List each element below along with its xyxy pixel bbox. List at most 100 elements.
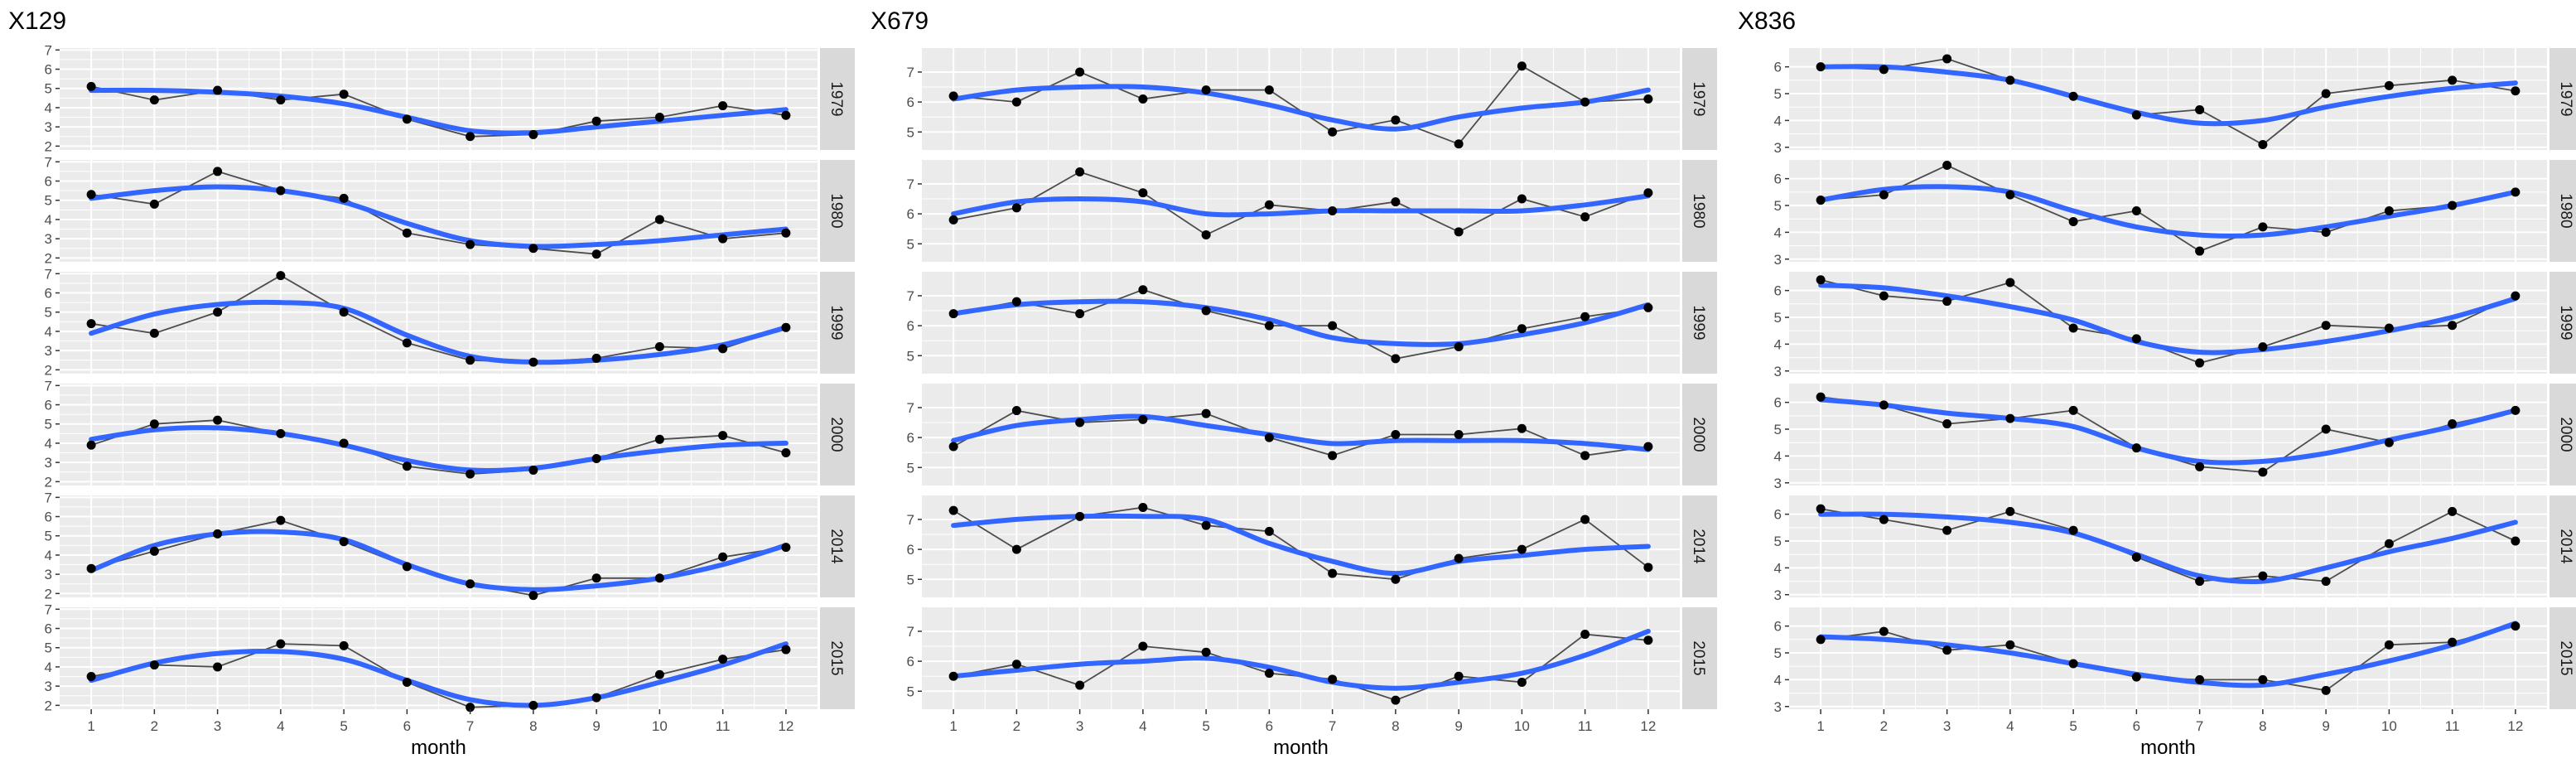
data-point: [1075, 680, 1085, 690]
x-tick-label: 7: [2196, 718, 2203, 734]
data-point: [86, 190, 96, 200]
data-point: [1879, 626, 1889, 636]
y-tick-label: 5: [1774, 422, 1782, 437]
data-point: [781, 645, 791, 655]
y-tick-label: 2: [45, 362, 52, 378]
facet-strip: [820, 384, 855, 486]
data-point: [718, 344, 728, 354]
data-point: [2131, 672, 2141, 682]
data-point: [2384, 640, 2394, 650]
x-axis-label: month: [411, 737, 466, 759]
facet-x836-2014: 3 4 5 6 2014: [1774, 495, 2576, 603]
y-tick-label: 3: [1774, 587, 1782, 603]
facet-x679-2015: 5 6 7 2015: [907, 607, 1717, 709]
data-point: [86, 440, 96, 450]
data-point: [149, 328, 159, 338]
data-point: [2384, 206, 2394, 215]
data-point: [276, 639, 286, 649]
data-point: [466, 239, 475, 249]
data-point: [1942, 297, 1952, 307]
facet-x129-2015: 2 3 4 5 6 7 2015: [45, 601, 855, 713]
data-point: [1580, 97, 1590, 107]
facet-strip: [2549, 272, 2576, 374]
chart-panel-x836: X836 3 4 5 6 1979 3 4 5 6 1980 3 4 5 6 1999 3 4 5 6 2000 3 4 5 6…: [1738, 7, 2576, 759]
y-tick-label: 6: [1774, 395, 1782, 411]
smooth-trend-line: [89, 87, 789, 136]
y-tick-label: 2: [45, 250, 52, 266]
data-point: [1643, 302, 1653, 312]
y-tick-label: 5: [907, 460, 914, 476]
facet-strip-label: 1980: [1690, 193, 1707, 228]
x-tick-label: 10: [652, 718, 668, 734]
data-point: [781, 543, 791, 553]
x-tick-label: 9: [592, 718, 600, 734]
data-point: [2195, 674, 2205, 684]
observed-series-line: [90, 170, 786, 255]
y-tick-label: 6: [1774, 283, 1782, 299]
observed-series-line: [1821, 57, 2516, 146]
y-tick-label: 3: [45, 231, 52, 247]
y-tick-label: 6: [45, 62, 52, 78]
x-tick-label: 9: [2322, 718, 2329, 734]
data-point: [1328, 206, 1338, 215]
y-tick-label: 6: [1774, 60, 1782, 75]
data-point: [1643, 188, 1653, 198]
data-point: [2195, 358, 2205, 368]
facet-strip: [820, 495, 855, 597]
data-point: [2258, 222, 2268, 232]
data-point: [781, 448, 791, 458]
data-point: [591, 353, 601, 363]
x-tick-label: 3: [1943, 718, 1951, 734]
data-point: [1942, 54, 1952, 64]
data-point: [1816, 62, 1826, 72]
y-tick-label: 3: [45, 119, 52, 135]
chart-panel-x679: X679567197956719805671999567200056720145…: [871, 7, 1717, 759]
data-point: [1328, 674, 1338, 684]
y-tick-label: 3: [1774, 476, 1782, 491]
data-point: [2258, 342, 2268, 352]
y-tick-label: 6: [1774, 507, 1782, 523]
data-point: [1643, 442, 1653, 452]
facet-strip-label: 1980: [827, 193, 845, 228]
data-point: [1391, 197, 1401, 207]
facet-strip: [2549, 495, 2576, 597]
y-tick-label: 7: [45, 601, 52, 617]
observed-series-line: [90, 419, 787, 476]
facet-strip: [2549, 384, 2576, 486]
y-tick-label: 7: [45, 42, 52, 58]
data-point: [2511, 621, 2521, 631]
data-point: [213, 167, 223, 176]
data-point: [2448, 637, 2458, 647]
data-point: [213, 85, 223, 95]
data-point: [1816, 635, 1826, 645]
data-point: [1138, 285, 1148, 295]
data-point: [2321, 321, 2331, 331]
data-point: [2005, 75, 2015, 85]
y-tick-label: 6: [45, 174, 52, 190]
facet-x679-1979: 5 6 7 1979: [907, 48, 1717, 150]
data-point: [402, 338, 412, 348]
data-point: [718, 655, 728, 664]
data-point: [528, 129, 538, 139]
facet-strip-label: 2000: [1690, 417, 1707, 452]
smooth-trend-line: [951, 413, 1651, 452]
data-point: [213, 307, 223, 317]
data-point: [1517, 677, 1527, 687]
y-tick-label: 4: [45, 100, 52, 116]
data-point: [2131, 334, 2141, 344]
x-tick-label: 6: [1266, 718, 1273, 734]
observed-series-line: [1820, 508, 2516, 582]
data-point: [339, 193, 349, 203]
data-point: [276, 428, 286, 438]
y-tick-label: 5: [907, 236, 914, 252]
data-point: [2258, 140, 2268, 150]
data-point: [718, 101, 728, 111]
x-tick-label: 7: [1329, 718, 1336, 734]
observed-series-line: [90, 274, 787, 364]
smooth-trend-line: [89, 641, 789, 708]
data-point: [2511, 536, 2521, 546]
data-point: [1879, 291, 1889, 301]
data-point: [2448, 200, 2458, 210]
facet-strip: [1682, 272, 1717, 374]
data-point: [718, 431, 728, 441]
